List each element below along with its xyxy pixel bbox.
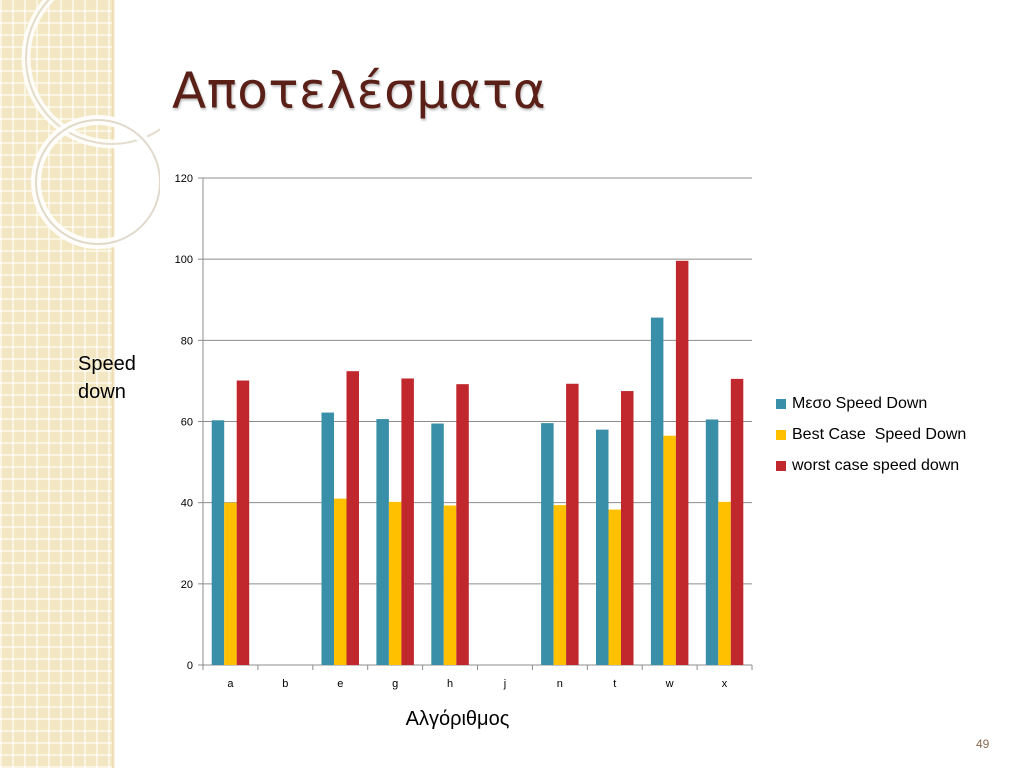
bar-best: [334, 498, 347, 665]
bar-mean: [705, 419, 719, 665]
legend-label-best: Best Case Speed Down: [792, 425, 967, 443]
bar-best: [388, 501, 402, 665]
x-tick-label: x: [722, 678, 728, 690]
bar-mean: [211, 420, 225, 665]
bar-mean: [596, 429, 609, 665]
x-tick-label: t: [613, 678, 616, 690]
side-strip-edge: [112, 0, 115, 768]
bar-best: [443, 505, 457, 665]
bar-mean: [376, 419, 389, 665]
bar-mean: [541, 423, 554, 665]
x-axis-label: Αλγόριθμος: [405, 708, 510, 730]
y-tick-label: 40: [181, 498, 193, 510]
slide-title: Αποτελέσματα: [172, 62, 547, 120]
bar-best: [608, 509, 621, 665]
page-number: 49: [976, 737, 990, 751]
legend-swatch-best: [776, 429, 786, 440]
bar-best: [224, 502, 237, 665]
y-tick-label: 0: [187, 660, 193, 672]
chart-legend: Μεσο Speed Down Best Case Speed Down wor…: [776, 388, 966, 481]
x-tick-label: e: [337, 678, 343, 690]
legend-item-mean: Μεσο Speed Down: [776, 388, 966, 419]
decorative-rings: [21, 0, 160, 249]
x-tick-label: b: [282, 678, 288, 690]
x-tick-label: g: [392, 678, 398, 690]
bar-worst: [456, 384, 469, 665]
bar-worst: [401, 378, 414, 665]
legend-item-best: Best Case Speed Down: [776, 419, 966, 450]
x-tick-label: w: [665, 678, 674, 690]
bar-best: [718, 501, 731, 665]
legend-swatch-mean: [776, 398, 786, 409]
y-tick-label: 20: [181, 579, 193, 591]
legend-item-worst: worst case speed down: [776, 450, 966, 481]
x-tick-label: n: [557, 678, 563, 690]
legend-label-worst: worst case speed down: [792, 456, 960, 474]
bar-mean: [321, 412, 334, 665]
y-tick-label: 80: [181, 335, 193, 347]
y-tick-label: 60: [181, 417, 193, 429]
x-tick-label: a: [227, 678, 234, 690]
bar-mean: [431, 423, 444, 665]
bar-best: [663, 435, 676, 665]
y-tick-label: 120: [175, 173, 193, 185]
bar-worst: [566, 383, 579, 665]
x-tick-label: j: [503, 678, 506, 690]
legend-label-mean: Μεσο Speed Down: [792, 394, 928, 412]
bar-worst: [730, 378, 744, 665]
bar-worst: [346, 371, 359, 665]
bar-worst: [675, 260, 689, 665]
bar-worst: [236, 380, 250, 665]
bar-mean: [650, 317, 664, 665]
legend-swatch-worst: [776, 460, 786, 471]
y-tick-label: 100: [175, 254, 193, 266]
bar-best: [553, 505, 567, 665]
y-axis-label: Speed down: [78, 353, 136, 403]
x-tick-label: h: [447, 678, 453, 690]
bar-worst: [621, 391, 634, 665]
